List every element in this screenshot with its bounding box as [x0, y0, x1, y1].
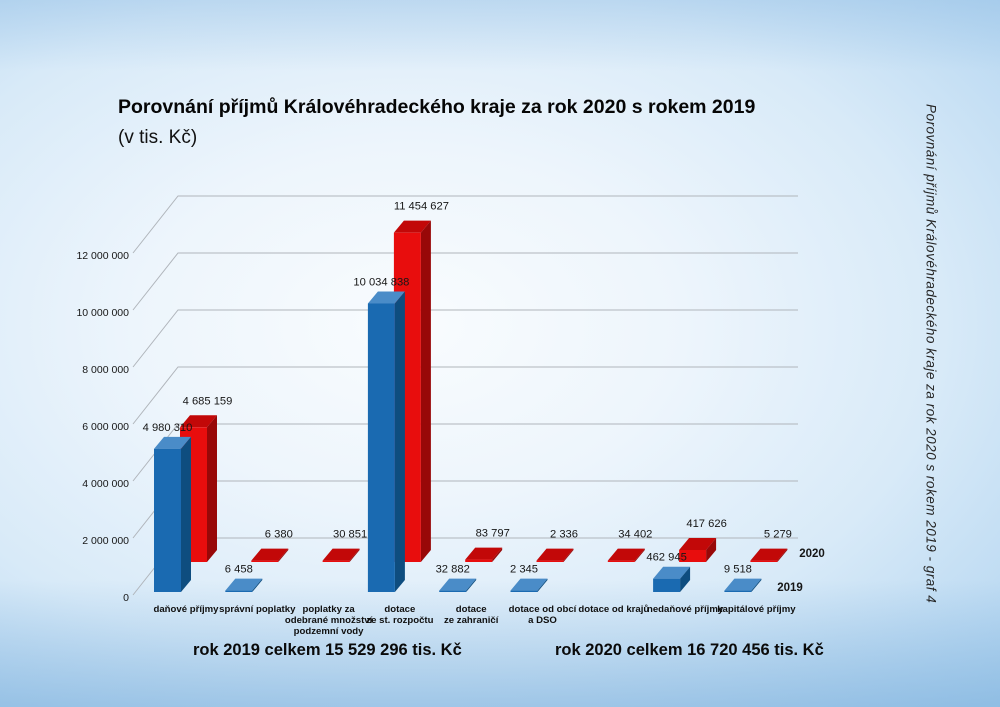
- value-label-2020-cat3: 11 454 627: [394, 201, 449, 213]
- bar-2019-cat3-side: [394, 291, 405, 592]
- category-label-cat1: správní poplatky: [219, 604, 296, 615]
- category-label-cat4: dotace: [456, 604, 487, 615]
- value-label-2019-cat4: 32 882: [436, 564, 470, 576]
- bar-2019-cat0-top: [154, 436, 191, 449]
- y-axis-label: 8 000 000: [82, 364, 129, 376]
- bar-2020-cat4-side: [492, 547, 503, 562]
- gridline-4000000: [132, 423, 798, 482]
- side-caption: Porovnání příjmů Královéhradeckého kraje…: [923, 103, 939, 604]
- bar-2019-cat0-side: [181, 436, 191, 592]
- bar-2020-cat8-side: [777, 548, 788, 562]
- total-2019-text: rok 2019 celkem 15 529 296 tis. Kč: [193, 641, 462, 659]
- y-axis-label: 10 000 000: [76, 307, 129, 319]
- bar-2019-cat3-top: [367, 291, 405, 304]
- gridline-6000000: [132, 366, 798, 425]
- series-label-2019: 2019: [777, 582, 803, 594]
- bar-2020-cat7-side: [706, 537, 717, 562]
- value-label-2020-cat4: 83 797: [476, 528, 510, 540]
- category-label-cat4: ze zahraničí: [444, 615, 499, 626]
- bar-2020-cat7-front: [679, 549, 707, 562]
- bar-2020-cat8-front: [750, 560, 778, 562]
- value-label-2020-cat0: 4 685 159: [183, 395, 233, 407]
- category-label-cat2: odebrané množství: [285, 615, 373, 626]
- value-label-2020-cat7: 417 626: [686, 518, 726, 530]
- bar-2019-cat8-front: [724, 590, 752, 592]
- bar-2019-cat1-top: [225, 578, 263, 591]
- bar-2020-cat5-side: [563, 548, 574, 562]
- bar-2019-cat4-side: [466, 578, 477, 592]
- bar-2020-cat2-side: [349, 548, 360, 562]
- bar-2019-cat5-front: [510, 590, 538, 592]
- y-axis-label: 2 000 000: [82, 535, 129, 547]
- category-label-cat0: daňové příjmy: [153, 604, 219, 615]
- bar-2020-cat4-front: [465, 559, 493, 562]
- value-label-2020-cat1: 6 380: [265, 529, 293, 541]
- bar-2020-cat2-top: [322, 548, 360, 561]
- bar-2019-cat1-front: [225, 590, 253, 592]
- category-label-cat5: a DSO: [528, 615, 557, 626]
- bar-2019-cat4-top: [439, 578, 477, 591]
- value-label-2019-cat3: 10 034 838: [353, 276, 409, 288]
- bar-2019-cat1-side: [252, 578, 263, 592]
- bar-2019-cat3-front: [367, 303, 395, 592]
- category-label-cat5: dotace od obcí: [509, 604, 577, 615]
- bar-2019-cat8-top: [724, 578, 762, 591]
- bar-2019-cat0-front: [154, 448, 181, 592]
- value-label-2019-cat7: 462 945: [646, 552, 686, 564]
- bar-2020-cat6-top: [607, 548, 645, 561]
- y-axis-label: 4 000 000: [82, 478, 129, 490]
- value-label-2019-cat1: 6 458: [225, 564, 253, 576]
- bar-2020-cat4-top: [465, 547, 503, 560]
- gridline-12000000: [132, 195, 798, 254]
- bar-2019-cat7-front: [653, 578, 681, 592]
- bar-2020-cat6-side: [634, 548, 645, 562]
- bar-2020-cat1-top: [251, 548, 289, 561]
- category-label-cat3: ze st. rozpočtu: [366, 615, 433, 626]
- value-label-2019-cat5: 2 345: [510, 564, 538, 576]
- bar-2019-cat4-front: [439, 590, 467, 592]
- bar-2020-cat1-side: [278, 548, 289, 562]
- chart-subtitle: (v tis. Kč): [118, 127, 198, 148]
- bar-2020-cat5-front: [536, 560, 564, 562]
- value-label-2020-cat2: 30 851: [333, 529, 367, 541]
- value-label-2020-cat5: 2 336: [550, 529, 578, 541]
- y-axis-label: 0: [123, 592, 129, 604]
- gridline-8000000: [132, 309, 798, 368]
- category-label-cat3: dotace: [384, 604, 415, 615]
- bar-2020-cat6-front: [607, 560, 635, 562]
- series-label-2020: 2020: [799, 548, 825, 560]
- category-label-cat2: podzemní vody: [294, 626, 364, 637]
- y-axis-label: 6 000 000: [82, 421, 129, 433]
- bar-2020-cat2-front: [322, 560, 350, 562]
- bar-2020-cat8-top: [750, 548, 788, 561]
- gridline-10000000: [132, 252, 798, 311]
- bar-2019-cat7-side: [680, 566, 691, 592]
- value-label-2019-cat0: 4 980 310: [143, 422, 193, 434]
- category-label-cat8: kapitálové příjmy: [717, 604, 796, 615]
- value-label-2020-cat6: 34 402: [618, 529, 652, 541]
- category-label-cat7: nedaňové příjmy: [647, 604, 724, 615]
- bar-2019-cat7-top: [653, 566, 691, 579]
- value-label-2019-cat8: 9 518: [724, 564, 752, 576]
- bar-2019-cat8-side: [751, 578, 762, 592]
- bar-2020-cat7-top: [679, 537, 717, 550]
- bar-2020-cat0-top: [180, 415, 217, 428]
- bar-2019-cat5-top: [510, 578, 548, 591]
- category-label-cat6: dotace od krajů: [578, 604, 649, 615]
- total-2020-text: rok 2020 celkem 16 720 456 tis. Kč: [555, 641, 824, 659]
- bar-2020-cat1-front: [251, 560, 279, 562]
- bar-2020-cat3-top: [393, 220, 431, 233]
- value-label-2020-cat8: 5 279: [764, 529, 792, 541]
- chart-title: Porovnání příjmů Královéhradeckého kraje…: [118, 96, 756, 118]
- bar-2020-cat5-top: [536, 548, 574, 561]
- bar-2020-cat3-side: [420, 220, 431, 562]
- bar-2019-cat5-side: [537, 578, 548, 592]
- bar-2020-cat0-side: [207, 415, 217, 562]
- y-axis-label: 12 000 000: [76, 250, 129, 262]
- category-label-cat2: poplatky za: [302, 604, 355, 615]
